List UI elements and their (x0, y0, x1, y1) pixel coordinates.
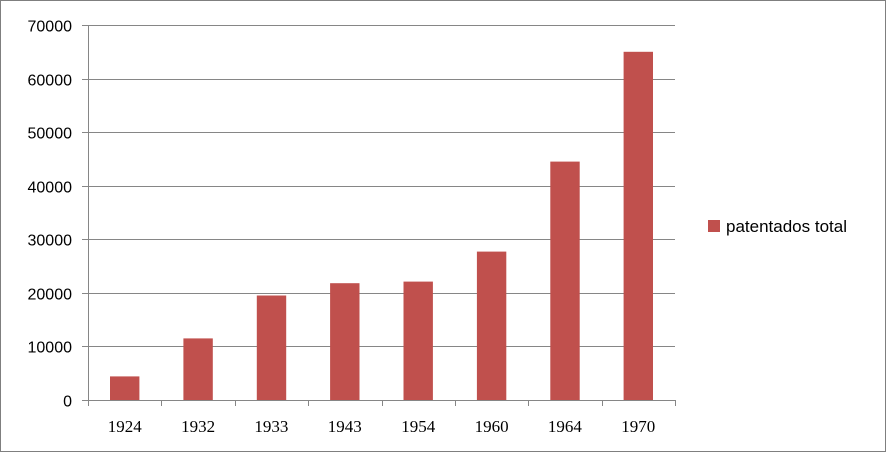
x-tick-label: 1933 (254, 417, 288, 436)
gridlines (88, 25, 675, 347)
bar (476, 251, 507, 400)
x-tick-label: 1970 (621, 417, 655, 436)
bars (110, 51, 653, 401)
y-tick-label: 10000 (28, 340, 73, 357)
y-axis-tick-labels: 0 10000 20000 30000 40000 50000 60000 70000 (28, 19, 73, 411)
y-tick-label: 50000 (28, 126, 73, 143)
x-tick-label: 1960 (475, 417, 509, 436)
bar (623, 51, 653, 401)
axes (82, 25, 676, 406)
legend-swatch (708, 220, 720, 232)
y-tick-label: 20000 (28, 287, 73, 304)
bar (330, 283, 360, 400)
x-tick-label: 1954 (401, 417, 436, 436)
bar (550, 161, 580, 400)
x-tick-label: 1924 (108, 417, 143, 436)
bar (183, 338, 213, 400)
y-tick-label: 30000 (28, 233, 73, 250)
x-axis-tick-labels: 1924 1932 1933 1943 1954 1960 1964 1970 (108, 417, 656, 436)
y-tick-label: 40000 (28, 180, 73, 197)
x-tick-label: 1943 (328, 417, 362, 436)
legend-label: patentados total (726, 217, 847, 236)
bar (256, 295, 287, 400)
y-tick-label: 70000 (28, 19, 73, 36)
y-tick-label: 0 (63, 394, 72, 411)
x-tick-label: 1964 (548, 417, 583, 436)
bar (403, 281, 433, 400)
legend: patentados total (708, 217, 847, 236)
x-tick-label: 1932 (181, 417, 215, 436)
bar (110, 376, 140, 400)
y-tick-label: 60000 (28, 73, 73, 90)
